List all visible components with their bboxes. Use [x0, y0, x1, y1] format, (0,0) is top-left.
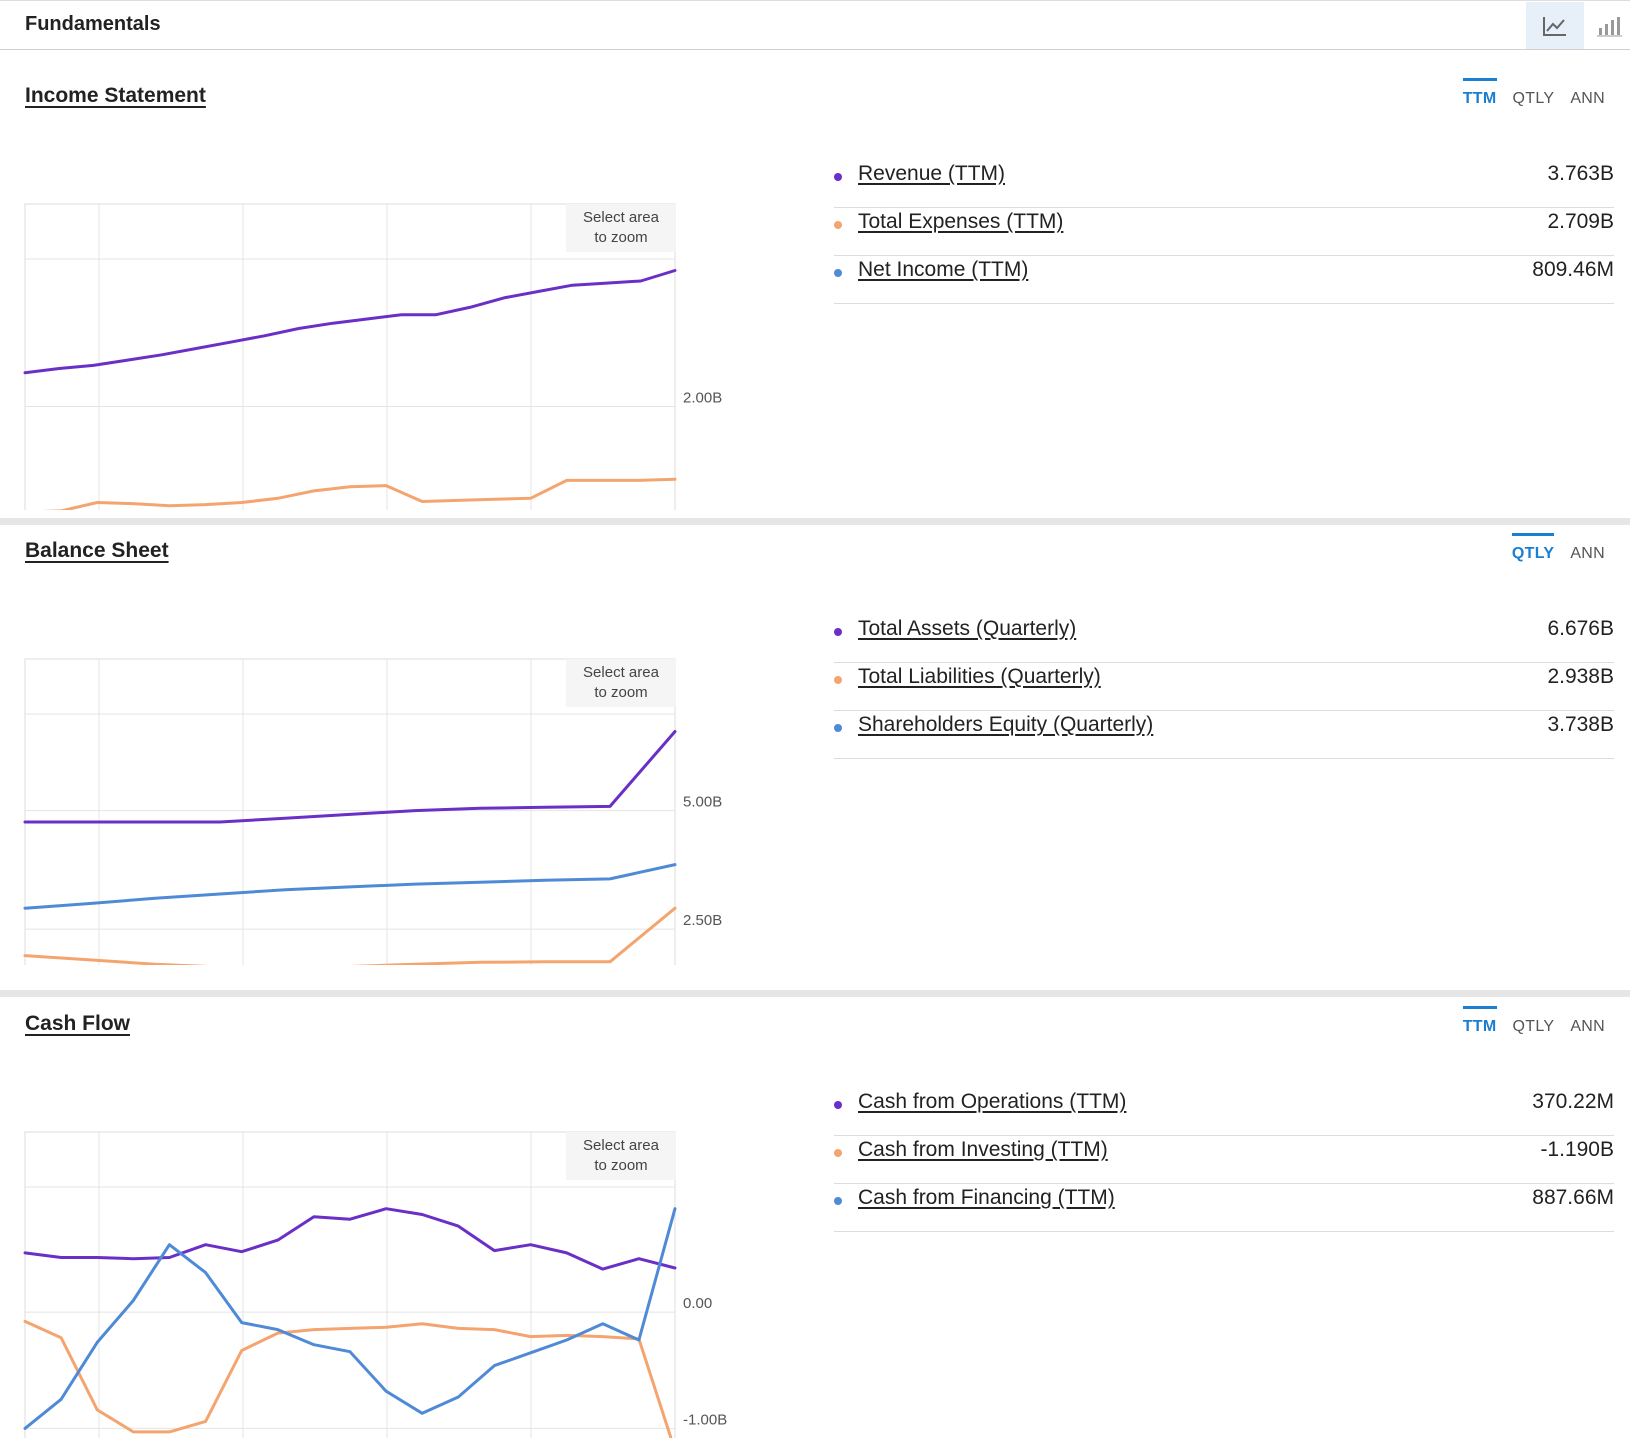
legend-dot — [834, 1197, 842, 1205]
y-tick-label: 2.50B — [683, 912, 722, 929]
metric-value: 809.46M — [1532, 258, 1614, 281]
metrics-list: Cash from Operations (TTM) 370.22M Cash … — [834, 1088, 1614, 1232]
metric-link[interactable]: Total Liabilities (Quarterly) — [858, 665, 1101, 688]
zoom-hint: Select area to zoom — [566, 204, 676, 252]
series-line-cash-from-investing-ttm — [23, 1319, 673, 1438]
series-line-shareholders-equity-quarterly — [23, 863, 677, 910]
plot-frame — [24, 658, 676, 965]
fundamentals-header: Fundamentals — [0, 0, 1630, 50]
section-title[interactable]: Income Statement — [25, 84, 206, 107]
series-line-cash-from-operations-ttm — [23, 1207, 677, 1271]
metric-row: Cash from Investing (TTM) -1.190B — [834, 1136, 1614, 1184]
zoom-hint: Select area to zoom — [566, 1132, 676, 1180]
series-line-revenue-ttm — [23, 269, 677, 375]
metrics-list: Revenue (TTM) 3.763B Total Expenses (TTM… — [834, 160, 1614, 304]
metric-row: Cash from Financing (TTM) 887.66M — [834, 1184, 1614, 1232]
line-chart-icon — [1543, 16, 1566, 36]
y-tick-label: 0.00 — [683, 1295, 712, 1312]
section-divider — [0, 990, 1630, 997]
metric-link[interactable]: Cash from Investing (TTM) — [858, 1138, 1108, 1161]
zoom-hint-line2: to zoom — [594, 229, 648, 246]
period-tabs: TTM QTLY ANN — [1455, 78, 1613, 108]
metric-row: Cash from Operations (TTM) 370.22M — [834, 1088, 1614, 1136]
income-statement-section: Income Statement TTM QTLY ANN 2019202020… — [0, 60, 1630, 528]
metric-value: 3.763B — [1547, 162, 1614, 185]
zoom-hint-line1: Select area — [583, 664, 659, 681]
legend-dot — [834, 221, 842, 229]
tab-qtly[interactable]: QTLY — [1512, 1018, 1555, 1035]
series-line-cash-from-financing-ttm — [23, 1207, 677, 1430]
chart-svg[interactable]: 20192020202120220.00-1.00B — [0, 1068, 760, 1438]
page-title: Fundamentals — [25, 13, 161, 35]
legend-dot — [834, 628, 842, 636]
zoom-hint-line2: to zoom — [594, 684, 648, 701]
tab-ann[interactable]: ANN — [1570, 545, 1605, 562]
metric-row: Total Expenses (TTM) 2.709B — [834, 208, 1614, 256]
metric-value: 2.938B — [1547, 665, 1614, 688]
period-tabs: QTLY ANN — [1504, 533, 1613, 563]
bar-chart-icon — [1597, 16, 1622, 36]
metric-row: Net Income (TTM) 809.46M — [834, 256, 1614, 304]
bar-view-button[interactable] — [1588, 2, 1630, 49]
zoom-hint: Select area to zoom — [566, 659, 676, 707]
series-line-total-expenses-ttm — [41, 477, 677, 510]
metric-value: 370.22M — [1532, 1090, 1614, 1113]
y-tick-label: -1.00B — [683, 1411, 727, 1428]
plot-frame — [24, 1131, 676, 1438]
metric-row: Revenue (TTM) 3.763B — [834, 160, 1614, 208]
metric-link[interactable]: Cash from Financing (TTM) — [858, 1186, 1115, 1209]
zoom-hint-line1: Select area — [583, 1137, 659, 1154]
section-divider — [0, 518, 1630, 525]
tab-qtly[interactable]: QTLY — [1512, 90, 1555, 107]
legend-dot — [834, 724, 842, 732]
metric-row: Total Liabilities (Quarterly) 2.938B — [834, 663, 1614, 711]
metric-value: 887.66M — [1532, 1186, 1614, 1209]
chart-svg[interactable]: 20192020202120222.00B — [0, 140, 760, 510]
balance-sheet-section: Balance Sheet QTLY ANN SEP '21JAN '22MAY… — [0, 515, 1630, 983]
metric-link[interactable]: Net Income (TTM) — [858, 258, 1029, 281]
metric-link[interactable]: Shareholders Equity (Quarterly) — [858, 713, 1154, 736]
metric-row: Shareholders Equity (Quarterly) 3.738B — [834, 711, 1614, 759]
zoom-hint-line1: Select area — [583, 209, 659, 226]
legend-dot — [834, 676, 842, 684]
tab-qtly[interactable]: QTLY — [1504, 533, 1562, 563]
y-tick-label: 5.00B — [683, 794, 722, 811]
metric-link[interactable]: Total Expenses (TTM) — [858, 210, 1064, 233]
line-view-button[interactable] — [1526, 2, 1584, 49]
plot-frame — [24, 203, 676, 510]
cash-flow-chart[interactable]: 20192020202120220.00-1.00B Select area t… — [0, 1068, 760, 1438]
metrics-list: Total Assets (Quarterly) 6.676B Total Li… — [834, 615, 1614, 759]
tab-ttm[interactable]: TTM — [1455, 1006, 1505, 1036]
series-line-total-liabilities-quarterly — [23, 906, 677, 965]
metric-value: 6.676B — [1547, 617, 1614, 640]
y-tick-label: 2.00B — [683, 390, 722, 407]
metric-value: 2.709B — [1547, 210, 1614, 233]
metric-value: 3.738B — [1547, 713, 1614, 736]
metric-value: -1.190B — [1540, 1138, 1614, 1161]
tab-ann[interactable]: ANN — [1570, 90, 1605, 107]
income-chart[interactable]: 20192020202120222.00B Select area to zoo… — [0, 140, 760, 510]
metric-row: Total Assets (Quarterly) 6.676B — [834, 615, 1614, 663]
series-line-total-assets-quarterly — [23, 730, 677, 824]
cash-flow-section: Cash Flow TTM QTLY ANN 20192020202120220… — [0, 988, 1630, 1456]
metric-link[interactable]: Total Assets (Quarterly) — [858, 617, 1077, 640]
section-title[interactable]: Cash Flow — [25, 1012, 131, 1035]
legend-dot — [834, 173, 842, 181]
legend-dot — [834, 269, 842, 277]
period-tabs: TTM QTLY ANN — [1455, 1006, 1613, 1036]
metric-link[interactable]: Cash from Operations (TTM) — [858, 1090, 1127, 1113]
tab-ttm[interactable]: TTM — [1455, 78, 1505, 108]
legend-dot — [834, 1149, 842, 1157]
tab-ann[interactable]: ANN — [1570, 1018, 1605, 1035]
section-title[interactable]: Balance Sheet — [25, 539, 169, 562]
legend-dot — [834, 1101, 842, 1109]
zoom-hint-line2: to zoom — [594, 1157, 648, 1174]
metric-link[interactable]: Revenue (TTM) — [858, 162, 1006, 185]
